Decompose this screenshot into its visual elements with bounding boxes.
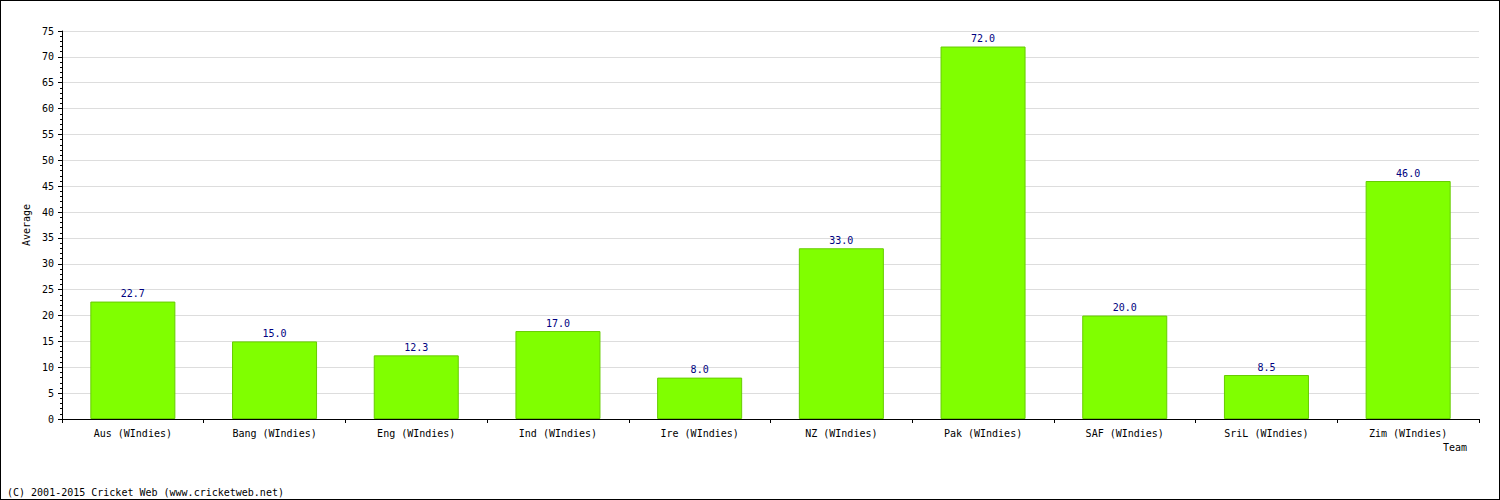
svg-text:46.0: 46.0 [1396,168,1420,179]
svg-text:15.0: 15.0 [263,328,287,339]
svg-text:Aus (WIndies): Aus (WIndies) [94,428,172,439]
svg-text:35: 35 [42,232,54,243]
svg-text:8.0: 8.0 [691,364,709,375]
svg-text:Ire (WIndies): Ire (WIndies) [661,428,739,439]
svg-text:17.0: 17.0 [546,318,570,329]
svg-text:40: 40 [42,207,54,218]
svg-text:25: 25 [42,284,54,295]
svg-text:12.3: 12.3 [404,342,428,353]
svg-text:Ind (WIndies): Ind (WIndies) [519,428,597,439]
svg-text:20: 20 [42,310,54,321]
svg-text:Average: Average [21,204,32,246]
svg-text:SAF (WIndies): SAF (WIndies) [1086,428,1164,439]
svg-text:65: 65 [42,77,54,88]
svg-text:SriL (WIndies): SriL (WIndies) [1224,428,1308,439]
svg-text:5: 5 [48,388,54,399]
svg-text:Bang (WIndies): Bang (WIndies) [232,428,316,439]
svg-text:70: 70 [42,51,54,62]
svg-text:Team: Team [1443,442,1467,453]
svg-text:Pak (WIndies): Pak (WIndies) [944,428,1022,439]
svg-text:75: 75 [42,26,54,37]
svg-text:Eng (WIndies): Eng (WIndies) [377,428,455,439]
svg-text:0: 0 [48,414,54,425]
svg-text:10: 10 [42,362,54,373]
svg-text:NZ (WIndies): NZ (WIndies) [805,428,877,439]
svg-text:45: 45 [42,181,54,192]
svg-text:55: 55 [42,129,54,140]
svg-text:50: 50 [42,155,54,166]
svg-text:8.5: 8.5 [1257,362,1275,373]
svg-text:Zim (WIndies): Zim (WIndies) [1369,428,1447,439]
svg-text:22.7: 22.7 [121,288,145,299]
svg-text:72.0: 72.0 [971,33,995,44]
svg-text:15: 15 [42,336,54,347]
svg-text:30: 30 [42,258,54,269]
svg-text:(C) 2001-2015 Cricket Web (www: (C) 2001-2015 Cricket Web (www.cricketwe… [7,487,284,498]
svg-text:20.0: 20.0 [1113,302,1137,313]
svg-text:60: 60 [42,103,54,114]
svg-text:33.0: 33.0 [829,235,853,246]
